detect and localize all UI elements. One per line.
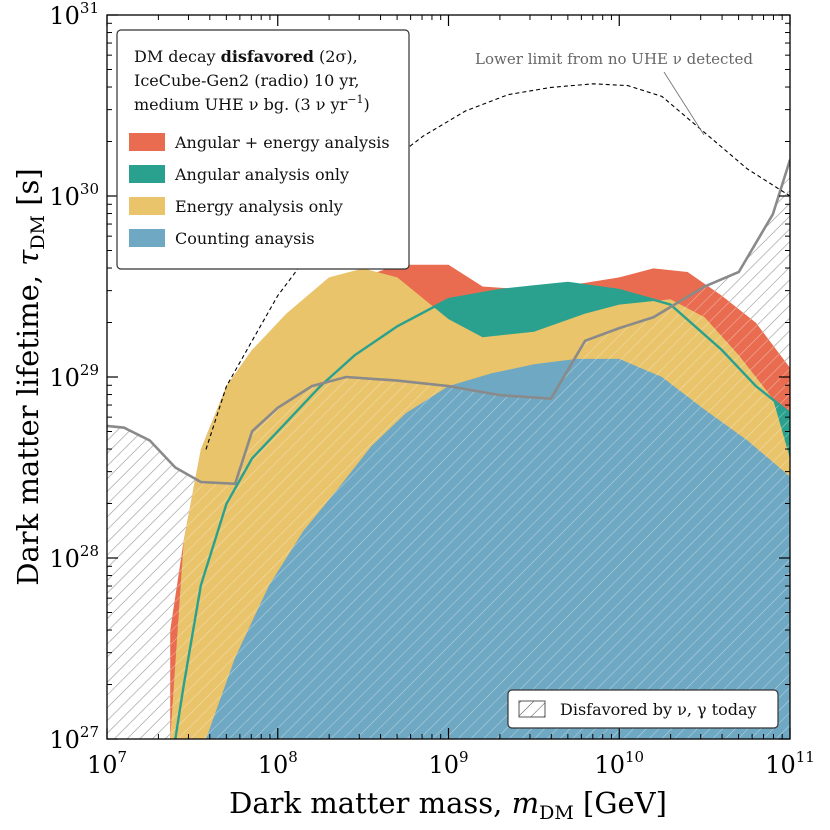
x-axis-title: Dark matter mass, mDM [GeV]	[229, 786, 667, 824]
legend-label-counting-anaysis: Counting anaysis	[175, 229, 315, 248]
y-tick-label: 1028	[49, 542, 99, 573]
legend-title-1-post: (2σ),	[314, 47, 358, 66]
x-tick-base: 10	[765, 751, 796, 779]
x-tick-exponent: 7	[118, 748, 128, 766]
legend-box	[116, 29, 410, 270]
x-axis-title-sub: DM	[539, 802, 574, 824]
hatch-legend-box	[507, 689, 779, 729]
y-tick-exponent: 31	[80, 0, 99, 17]
y-axis-title-sub: DM	[27, 215, 49, 250]
y-tick-base: 10	[49, 183, 80, 211]
hatch-legend: Disfavored by ν, γ today	[507, 689, 779, 729]
legend-label-angular-energy-analysis: Angular + energy analysis	[174, 133, 390, 152]
x-tick-base: 10	[428, 751, 459, 779]
plot-area	[107, 83, 790, 739]
y-axis-title: Dark matter lifetime, τDM [s]	[11, 168, 49, 586]
disfavored-hatch-overlay	[107, 159, 790, 739]
y-axis-title-var: τ	[11, 249, 45, 266]
legend-title-line-1: DM decay disfavored (2σ),	[134, 47, 358, 66]
legend-swatch-angular-analysis-only	[129, 165, 165, 183]
hatch-legend-label: Disfavored by ν, γ today	[560, 700, 757, 719]
disfavored-boundary-line	[107, 159, 790, 486]
x-tick-label: 109	[428, 748, 468, 779]
y-tick-exponent: 28	[80, 542, 99, 560]
legend-title-3-post: )	[363, 95, 369, 114]
legend-title-line-3: medium UHE ν bg. (3 ν yr−1)	[134, 93, 370, 114]
y-tick-base: 10	[49, 2, 80, 30]
y-tick-exponent: 27	[80, 723, 99, 741]
legend-title-3-pre: medium UHE ν bg. (3 ν yr	[134, 95, 348, 114]
lines-layer	[107, 83, 790, 739]
dashed-line-annotation: Lower limit from no UHE ν detected	[475, 50, 753, 136]
hatch-legend-swatch	[518, 700, 546, 718]
y-tick-base: 10	[49, 364, 80, 392]
x-tick-exponent: 11	[796, 748, 815, 766]
y-axis-title-prefix: Dark matter lifetime,	[11, 266, 45, 586]
x-tick-base: 10	[258, 751, 289, 779]
x-tick-label: 108	[258, 748, 298, 779]
x-tick-exponent: 8	[288, 748, 298, 766]
annotation-leader-line	[663, 71, 705, 136]
annotation-text: Lower limit from no UHE ν detected	[475, 50, 753, 68]
legend-swatch-angular-energy-analysis	[129, 133, 165, 151]
legend-title-3-sup: −1	[347, 93, 363, 106]
legend-label-angular-analysis-only: Angular analysis only	[174, 165, 349, 184]
x-tick-label: 1010	[594, 748, 644, 779]
y-tick-exponent: 30	[80, 180, 99, 198]
legend: DM decay disfavored (2σ), IceCube-Gen2 (…	[116, 29, 410, 270]
x-tick-exponent: 10	[625, 748, 644, 766]
legend-title-1-bold: disfavored	[221, 47, 314, 66]
x-axis-title-var: m	[512, 786, 540, 820]
x-axis-title-prefix: Dark matter mass,	[229, 786, 512, 820]
x-tick-base: 10	[87, 751, 118, 779]
legend-title-line-2: IceCube-Gen2 (radio) 10 yr,	[134, 71, 359, 90]
legend-label-energy-analysis-only: Energy analysis only	[175, 197, 343, 216]
legend-title-1-pre: DM decay	[134, 47, 221, 66]
x-tick-label: 1011	[765, 748, 815, 779]
y-tick-label: 1029	[49, 361, 99, 392]
plot-frame	[106, 14, 791, 740]
y-tick-label: 1031	[49, 0, 99, 30]
legend-swatch-energy-analysis-only	[129, 197, 165, 215]
y-tick-label: 1030	[49, 180, 99, 211]
lower-limit-dashed-line	[205, 83, 790, 450]
x-axis-title-unit: [GeV]	[574, 786, 667, 820]
x-tick-labels: 107 108 109 1010 1011	[87, 748, 815, 779]
hatch-foreground-layer	[107, 159, 790, 739]
x-tick-base: 10	[594, 751, 625, 779]
y-tick-label: 1027	[49, 723, 99, 754]
y-tick-base: 10	[49, 726, 80, 754]
legend-swatch-counting-anaysis	[129, 229, 165, 247]
legend-entries: Angular + energy analysis Angular analysi…	[129, 133, 390, 248]
y-axis-title-unit: [s]	[11, 168, 45, 215]
y-tick-base: 10	[49, 545, 80, 573]
x-tick-label: 107	[87, 748, 127, 779]
x-tick-exponent: 9	[459, 748, 469, 766]
angular-only-line	[174, 281, 790, 739]
y-tick-exponent: 29	[80, 361, 99, 379]
